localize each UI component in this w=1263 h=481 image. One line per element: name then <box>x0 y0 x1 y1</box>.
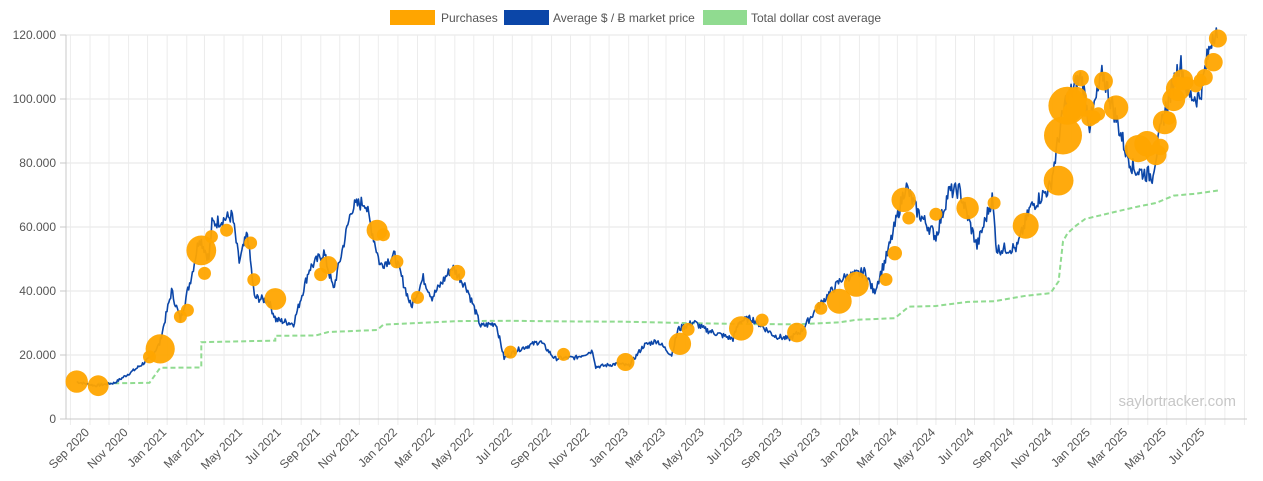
purchase-bubble <box>1204 53 1223 72</box>
x-tick-label: Sep 2022 <box>507 425 553 471</box>
purchase-bubble <box>411 290 424 304</box>
purchase-bubble <box>376 228 390 242</box>
grid-lines <box>60 34 1247 425</box>
chart-legend: Purchases Average $ / Ƀ market price Tot… <box>390 10 881 25</box>
purchase-bubble <box>198 266 211 280</box>
purchase-bubble <box>1091 107 1106 121</box>
x-tick-label: Nov 2021 <box>315 425 361 471</box>
x-tick-label: May 2021 <box>198 425 245 472</box>
legend-item-dollar-cost-average[interactable]: Total dollar cost average <box>703 10 881 25</box>
legend-swatch-market-price <box>504 10 549 25</box>
watermark: saylortracker.com <box>1118 393 1236 410</box>
legend-item-market-price[interactable]: Average $ / Ƀ market price <box>504 10 695 25</box>
legend-item-purchases[interactable]: Purchases <box>390 10 498 25</box>
purchase-bubble <box>1103 95 1129 120</box>
y-tick-label: 120.000 <box>13 28 57 42</box>
purchase-bubble <box>1044 116 1082 155</box>
y-axis-tick-labels: 0 20.000 40.000 60.000 80.000 100.000 120.000 <box>13 28 57 426</box>
purchase-bubble <box>755 313 769 327</box>
purchase-bubble <box>1094 71 1113 91</box>
y-tick-label: 40.000 <box>19 284 56 298</box>
purchase-bubble <box>729 316 754 341</box>
purchase-bubble <box>390 254 404 269</box>
x-tick-label: Sep 2021 <box>277 425 323 471</box>
purchase-bubble <box>319 256 338 275</box>
purchase-bubble <box>1208 29 1227 48</box>
purchase-bubble <box>843 271 869 297</box>
purchase-bubble <box>247 273 261 287</box>
market-price-series <box>76 27 1219 388</box>
purchase-bubble <box>65 370 88 393</box>
purchase-bubble <box>180 303 194 317</box>
legend-label-dollar-cost-average: Total dollar cost average <box>751 11 881 25</box>
x-tick-label: Sep 2024 <box>970 425 1016 471</box>
y-tick-label: 100.000 <box>13 92 57 106</box>
purchase-bubble <box>244 236 258 250</box>
dollar-cost-average-line <box>98 189 1219 385</box>
dollar-cost-average-series <box>98 189 1219 385</box>
x-tick-label: Jul 2025 <box>1165 425 1207 467</box>
purchase-bubble <box>1043 165 1074 196</box>
x-tick-label: Nov 2022 <box>546 425 592 471</box>
x-tick-label: Nov 2024 <box>1008 425 1054 471</box>
chart-axes <box>65 35 1247 420</box>
legend-label-purchases: Purchases <box>441 11 498 25</box>
purchase-bubble <box>987 196 1001 210</box>
purchase-bubble <box>787 322 807 343</box>
y-tick-label: 20.000 <box>19 348 56 362</box>
purchase-bubble <box>929 207 943 221</box>
purchase-bubble <box>681 322 695 336</box>
purchase-bubble <box>264 288 287 310</box>
purchase-bubble <box>1162 111 1176 125</box>
y-tick-label: 80.000 <box>19 156 56 170</box>
purchase-bubble <box>616 353 635 371</box>
purchase-bubble <box>956 196 979 220</box>
x-tick-label: Sep 2020 <box>46 425 92 471</box>
purchase-bubble <box>1196 69 1213 86</box>
purchase-bubble <box>145 334 175 364</box>
legend-label-market-price: Average $ / Ƀ market price <box>553 11 695 25</box>
purchase-bubble <box>204 230 218 244</box>
purchase-bubble <box>504 345 517 359</box>
purchase-bubble <box>1072 70 1089 87</box>
purchase-bubble <box>668 332 692 355</box>
purchase-bubble <box>186 235 217 266</box>
purchase-bubble <box>826 288 852 314</box>
purchase-bubble <box>220 223 234 237</box>
purchase-bubble <box>557 347 571 361</box>
purchase-bubble <box>891 187 916 212</box>
purchase-bubble <box>87 375 109 397</box>
purchase-bubble <box>814 301 828 315</box>
legend-swatch-dollar-cost-average <box>703 10 747 25</box>
x-tick-label: May 2022 <box>429 425 476 472</box>
x-tick-label: May 2024 <box>891 425 938 472</box>
purchases-series <box>65 29 1227 397</box>
y-tick-label: 60.000 <box>19 220 56 234</box>
x-tick-label: May 2025 <box>1122 425 1169 472</box>
purchase-bubble <box>1152 138 1169 156</box>
x-tick-label: Nov 2023 <box>777 425 823 471</box>
x-tick-label: Nov 2020 <box>84 425 130 471</box>
purchase-bubble <box>902 211 916 225</box>
legend-swatch-purchases <box>390 10 435 25</box>
x-tick-label: Sep 2023 <box>738 425 784 471</box>
purchase-bubble <box>1012 212 1039 239</box>
y-tick-label: 0 <box>49 412 56 426</box>
purchase-bubble <box>879 273 893 286</box>
purchase-bubble <box>887 246 902 261</box>
x-tick-label: May 2023 <box>660 425 707 472</box>
market-price-line <box>76 27 1219 388</box>
purchase-bubble <box>449 264 466 281</box>
